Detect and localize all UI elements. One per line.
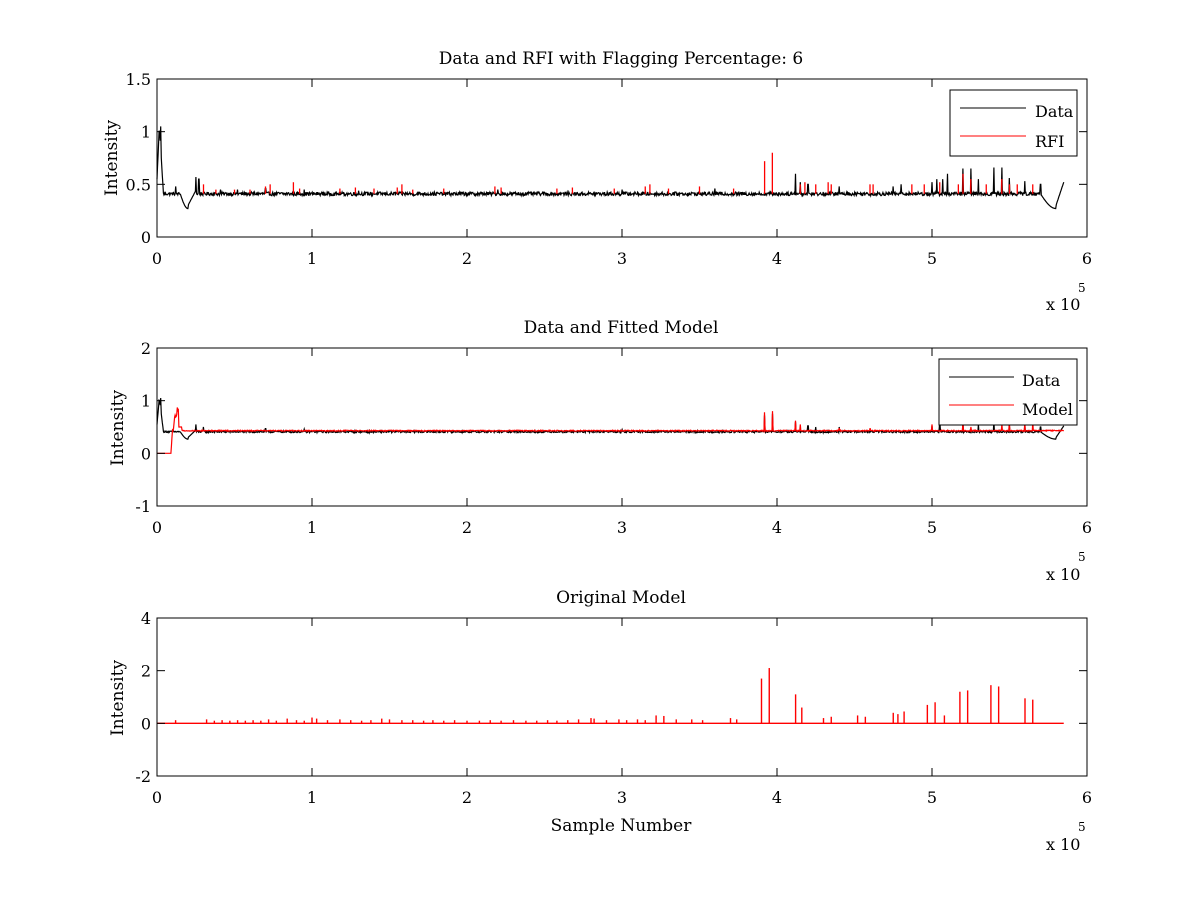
plot-area (156, 397, 1065, 454)
x-multiplier-exponent: 5 (1078, 820, 1086, 834)
data-series-line (156, 126, 1065, 210)
chart-title: Data and Fitted Model (524, 318, 719, 338)
legend: Data RFI (949, 89, 1078, 157)
y-tick-label: 0 (141, 228, 151, 247)
x-tick-label: 4 (772, 518, 782, 537)
y-tick-label: 0.5 (126, 175, 151, 194)
x-tick-label: 3 (617, 518, 627, 537)
y-tick-label: 0 (141, 444, 151, 463)
x-tick-label: 4 (772, 249, 782, 268)
x-tick-label: 5 (927, 249, 937, 268)
y-tick-label: -1 (135, 497, 151, 516)
x-multiplier: x 10 (1046, 295, 1080, 314)
legend-box (949, 89, 1078, 157)
x-multiplier-exponent: 5 (1078, 281, 1086, 295)
legend-label-rfi: RFI (1035, 132, 1064, 151)
y-tick-label: 4 (141, 609, 151, 628)
y-tick-label: 1.5 (126, 70, 151, 89)
y-tick-label: 2 (141, 662, 151, 681)
x-tick-label: 5 (927, 788, 937, 807)
y-tick-label: 2 (141, 339, 151, 358)
x-ticks: 0 1 2 3 4 5 6 (152, 79, 1092, 268)
legend: Data Model (938, 358, 1078, 426)
x-tick-label: 6 (1082, 249, 1092, 268)
x-tick-label: 5 (927, 518, 937, 537)
x-axis-label: Sample Number (551, 816, 693, 836)
x-tick-label: 1 (307, 249, 317, 268)
legend-label-data: Data (1022, 371, 1061, 390)
y-ticks: 0 0.5 1 1.5 (126, 70, 1087, 247)
x-ticks: 0 1 2 3 4 5 6 (152, 618, 1092, 807)
x-tick-label: 3 (617, 249, 627, 268)
x-tick-label: 2 (462, 518, 472, 537)
y-tick-label: 0 (141, 714, 151, 733)
x-multiplier: x 10 (1046, 565, 1080, 584)
x-tick-label: 2 (462, 788, 472, 807)
legend-box (938, 358, 1078, 426)
x-tick-label: 0 (152, 249, 162, 268)
plot-area (156, 126, 1065, 210)
x-tick-label: 4 (772, 788, 782, 807)
plot-area (157, 668, 1064, 724)
legend-label-model: Model (1022, 400, 1073, 419)
chart-title: Data and RFI with Flagging Percentage: 6 (439, 49, 803, 69)
y-ticks: -2 0 2 4 (135, 609, 1087, 786)
x-multiplier: x 10 (1046, 835, 1080, 854)
x-tick-label: 0 (152, 788, 162, 807)
x-tick-label: 1 (307, 518, 317, 537)
x-tick-label: 0 (152, 518, 162, 537)
x-tick-label: 1 (307, 788, 317, 807)
x-tick-label: 6 (1082, 518, 1092, 537)
panel-rfi: Data and RFI with Flagging Percentage: 6… (102, 49, 1092, 314)
y-axis-label: Intensity (102, 120, 122, 196)
x-multiplier-exponent: 5 (1078, 550, 1086, 564)
legend-label-data: Data (1035, 102, 1074, 121)
x-tick-label: 3 (617, 788, 627, 807)
x-tick-label: 6 (1082, 788, 1092, 807)
x-ticks: 0 1 2 3 4 5 6 (152, 348, 1092, 537)
x-tick-label: 2 (462, 249, 472, 268)
y-tick-label: -2 (135, 767, 151, 786)
y-axis-label: Intensity (108, 390, 128, 466)
y-tick-label: 1 (141, 123, 151, 142)
model-series-line (157, 407, 1065, 454)
y-axis-label: Intensity (108, 660, 128, 736)
y-ticks: -1 0 1 2 (135, 339, 1087, 516)
y-tick-label: 1 (141, 392, 151, 411)
chart-title: Original Model (556, 588, 686, 608)
